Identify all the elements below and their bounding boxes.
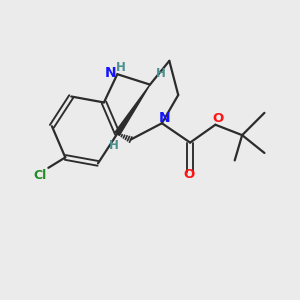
- Text: O: O: [183, 168, 194, 181]
- Text: N: N: [158, 111, 170, 125]
- Text: H: H: [109, 139, 119, 152]
- Text: Cl: Cl: [33, 169, 47, 182]
- Text: H: H: [116, 61, 126, 74]
- Text: H: H: [155, 67, 165, 80]
- Polygon shape: [115, 85, 150, 135]
- Text: O: O: [212, 112, 224, 125]
- Text: N: N: [105, 66, 117, 80]
